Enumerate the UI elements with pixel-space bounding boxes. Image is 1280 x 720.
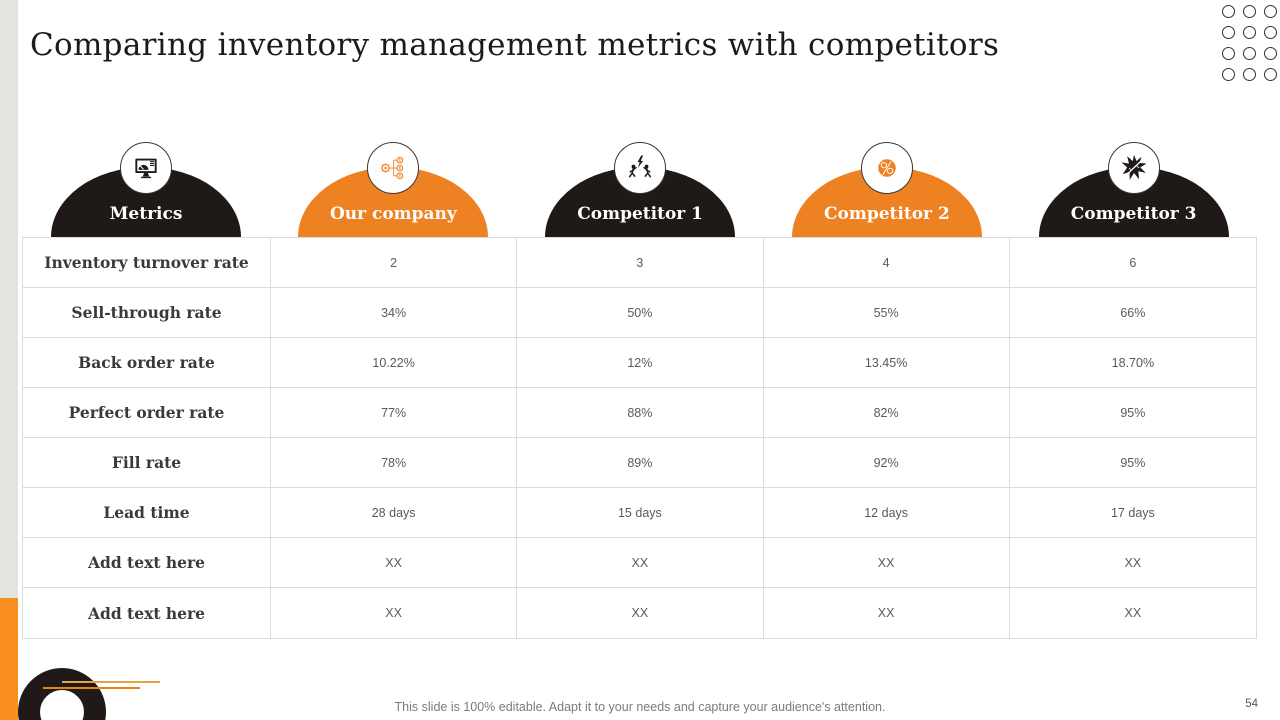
dot-icon xyxy=(1264,5,1277,18)
logo-ring-icon xyxy=(18,668,106,720)
dot-icon xyxy=(1222,68,1235,81)
value-cell: 18.70% xyxy=(1111,355,1155,370)
page-number: 54 xyxy=(1245,698,1258,710)
value-cell-placeholder: XX xyxy=(271,538,518,587)
value-cell: 89% xyxy=(517,438,764,487)
collision-burst-icon xyxy=(1107,142,1160,194)
value-cell: 50% xyxy=(517,288,764,337)
value-cell: 82% xyxy=(764,388,1010,437)
dot-icon xyxy=(1264,68,1277,81)
table-row: Back order rate 10.22% 12% 13.45% 18.70% xyxy=(23,338,1256,388)
percentage-icon xyxy=(860,142,913,194)
value-cell-placeholder: XX xyxy=(517,588,764,638)
value-cell: 88% xyxy=(517,388,764,437)
column-label: Competitor 1 xyxy=(577,204,703,224)
metric-label: Sell-through rate xyxy=(23,288,271,337)
metric-label-placeholder: Add text here xyxy=(23,588,271,638)
value-cell: 55% xyxy=(764,288,1010,337)
metric-label: Back order rate xyxy=(23,338,271,387)
table-row: Sell-through rate 34% 50% 55% 66% xyxy=(23,288,1256,338)
dot-icon xyxy=(1243,5,1256,18)
table-row: Add text here XX XX XX XX xyxy=(23,588,1256,638)
footer-note: This slide is 100% editable. Adapt it to… xyxy=(394,700,886,714)
value-cell: 13.45% xyxy=(764,338,1010,387)
value-cell: 95% xyxy=(1120,455,1146,470)
table-header-zone: Metrics xyxy=(22,130,1257,237)
value-cell-placeholder: XX xyxy=(764,588,1010,638)
dot-icon xyxy=(1243,47,1256,60)
column-header-our-company: Our company xyxy=(270,130,517,237)
value-cell-placeholder: XX xyxy=(271,588,518,638)
decor-dots-grid xyxy=(1222,5,1277,81)
dot-icon xyxy=(1264,47,1277,60)
dot-icon xyxy=(1264,26,1277,39)
value-cell: 4 xyxy=(764,238,1010,287)
metric-label: Inventory turnover rate xyxy=(23,238,271,287)
value-cell: 3 xyxy=(517,238,764,287)
column-header-competitor-2: Competitor 2 xyxy=(764,130,1011,237)
logo-underline-dark xyxy=(43,687,140,689)
column-label: Competitor 2 xyxy=(823,204,950,224)
dot-icon xyxy=(1222,5,1235,18)
metric-label: Fill rate xyxy=(23,438,271,487)
dot-icon xyxy=(1222,26,1235,39)
value-cell: 34% xyxy=(271,288,518,337)
left-bar-gray-segment xyxy=(0,0,18,598)
table-row: Inventory turnover rate 2 3 4 6 xyxy=(23,238,1256,288)
value-cell-placeholder: XX xyxy=(1124,606,1142,620)
left-bar-orange-segment xyxy=(0,598,18,720)
column-label: Our company xyxy=(329,204,457,224)
value-cell: 95% xyxy=(1120,405,1146,420)
value-cell: 78% xyxy=(271,438,518,487)
table-row: Lead time 28 days 15 days 12 days 17 day… xyxy=(23,488,1256,538)
logo-underline-light xyxy=(62,681,160,683)
table-row: Add text here XX XX XX XX xyxy=(23,538,1256,588)
value-cell: 12 days xyxy=(764,488,1010,537)
table-row: Fill rate 78% 89% 92% 95% xyxy=(23,438,1256,488)
column-header-competitor-3: Competitor 3 xyxy=(1010,130,1257,237)
dot-icon xyxy=(1243,68,1256,81)
metric-label: Lead time xyxy=(23,488,271,537)
org-hierarchy-icon xyxy=(367,142,420,194)
value-cell: 12% xyxy=(517,338,764,387)
table-row: Perfect order rate 77% 88% 82% 95% xyxy=(23,388,1256,438)
value-cell: 2 xyxy=(271,238,518,287)
metrics-comparison-table: Inventory turnover rate 2 3 4 6 Sell-thr… xyxy=(22,237,1257,639)
metric-label-placeholder: Add text here xyxy=(23,538,271,587)
column-header-competitor-1: Competitor 1 xyxy=(517,130,764,237)
racing-competitors-icon xyxy=(614,142,667,194)
column-label: Competitor 3 xyxy=(1070,204,1197,224)
column-header-metrics: Metrics xyxy=(22,130,270,237)
value-cell-placeholder: XX xyxy=(517,538,764,587)
column-label: Metrics xyxy=(109,204,183,224)
value-cell: 10.22% xyxy=(271,338,518,387)
page-title: Comparing inventory management metrics w… xyxy=(30,27,1000,63)
left-accent-bar xyxy=(0,0,18,720)
value-cell-placeholder: XX xyxy=(764,538,1010,587)
value-cell: 17 days xyxy=(1110,505,1155,520)
dot-icon xyxy=(1243,26,1256,39)
dashboard-monitor-icon xyxy=(120,142,172,194)
value-cell: 6 xyxy=(1129,255,1137,270)
value-cell: 15 days xyxy=(517,488,764,537)
value-cell: 92% xyxy=(764,438,1010,487)
value-cell-placeholder: XX xyxy=(1124,555,1142,570)
value-cell: 28 days xyxy=(271,488,518,537)
dot-icon xyxy=(1222,47,1235,60)
metric-label: Perfect order rate xyxy=(23,388,271,437)
value-cell: 77% xyxy=(271,388,518,437)
value-cell: 66% xyxy=(1120,305,1146,320)
